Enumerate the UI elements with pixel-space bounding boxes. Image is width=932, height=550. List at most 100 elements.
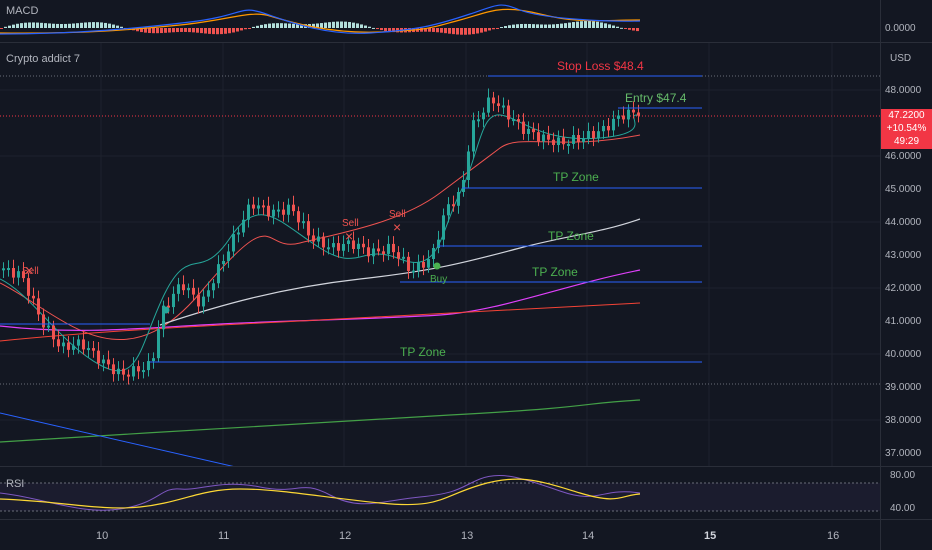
macd-bar bbox=[504, 26, 507, 28]
macd-bar bbox=[456, 28, 459, 35]
svg-text:×: × bbox=[25, 262, 33, 278]
candle bbox=[267, 205, 270, 217]
macd-bar bbox=[624, 28, 627, 29]
candle bbox=[632, 109, 635, 113]
macd-bar bbox=[28, 22, 31, 28]
macd-bar bbox=[516, 24, 519, 28]
candle bbox=[307, 221, 310, 236]
macd-bar bbox=[88, 22, 91, 28]
macd-bar bbox=[452, 28, 455, 35]
macd-bar bbox=[560, 23, 563, 28]
macd-bar bbox=[636, 28, 639, 32]
candle bbox=[417, 261, 420, 271]
candle bbox=[207, 290, 210, 297]
macd-bar bbox=[392, 28, 395, 33]
macd-bar bbox=[20, 23, 23, 28]
price-chart: × × × bbox=[0, 43, 880, 469]
macd-bar bbox=[120, 26, 123, 28]
macd-bar bbox=[152, 28, 155, 34]
macd-bar bbox=[540, 24, 543, 28]
macd-bar bbox=[508, 25, 511, 28]
candle bbox=[322, 236, 325, 248]
macd-axis-tick: 0.0000 bbox=[885, 23, 916, 34]
macd-bar bbox=[376, 28, 379, 30]
macd-bar bbox=[352, 22, 355, 28]
macd-bar bbox=[552, 24, 555, 28]
macd-bar bbox=[156, 28, 159, 34]
macd-bar bbox=[372, 27, 375, 29]
candle bbox=[547, 134, 550, 140]
pane-divider[interactable] bbox=[0, 466, 932, 467]
macd-bar bbox=[108, 23, 111, 28]
axis-tick: 45.0000 bbox=[885, 184, 922, 195]
macd-bar bbox=[600, 22, 603, 28]
current-price-badge: 47.2200 +10.54% 49:29 bbox=[881, 109, 932, 149]
axis-tick: 38.0000 bbox=[885, 415, 922, 426]
candle bbox=[232, 234, 235, 252]
macd-bar bbox=[612, 25, 615, 28]
macd-bar bbox=[84, 22, 87, 28]
candle bbox=[42, 314, 45, 328]
tp-zone-label-4: TP Zone bbox=[400, 345, 446, 359]
candle bbox=[512, 119, 515, 122]
macd-bar bbox=[328, 22, 331, 28]
macd-bar bbox=[256, 25, 259, 28]
macd-pane[interactable]: MACD bbox=[0, 0, 880, 42]
candle bbox=[7, 268, 10, 271]
pane-divider[interactable] bbox=[0, 42, 932, 43]
main-chart-pane[interactable]: × × × Crypto addict 7 Stop Loss $48.4 En… bbox=[0, 43, 880, 469]
time-label: 11 bbox=[218, 530, 230, 542]
candle bbox=[87, 348, 90, 351]
candle bbox=[222, 260, 225, 265]
candle bbox=[72, 345, 75, 350]
macd-bar bbox=[204, 28, 207, 34]
macd-bar bbox=[632, 28, 635, 31]
time-label: 15 bbox=[704, 530, 717, 542]
macd-bar bbox=[208, 28, 211, 34]
sell-signal-2: Sell bbox=[342, 218, 359, 229]
macd-bar bbox=[192, 28, 195, 33]
rsi-pane[interactable]: RSI bbox=[0, 467, 880, 519]
candle bbox=[367, 247, 370, 257]
candle bbox=[147, 361, 150, 371]
time-label: 14 bbox=[582, 530, 595, 542]
macd-bar bbox=[424, 28, 427, 32]
candle bbox=[607, 125, 610, 131]
candle bbox=[422, 261, 425, 268]
macd-bar bbox=[144, 28, 147, 33]
macd-bar bbox=[188, 28, 191, 33]
macd-bar bbox=[520, 23, 523, 28]
macd-bar bbox=[300, 24, 303, 28]
macd-bar bbox=[432, 28, 435, 32]
axis-tick: 42.0000 bbox=[885, 283, 922, 294]
axis-tick: 43.0000 bbox=[885, 250, 922, 261]
time-axis[interactable] bbox=[0, 520, 880, 550]
time-label: 12 bbox=[339, 530, 352, 542]
macd-bar bbox=[332, 21, 335, 28]
candle bbox=[407, 256, 410, 271]
macd-bar bbox=[496, 28, 499, 29]
macd-bar bbox=[380, 28, 383, 31]
candle bbox=[27, 278, 30, 296]
time-label: 10 bbox=[96, 530, 109, 542]
candle bbox=[387, 243, 390, 254]
candle bbox=[507, 105, 510, 120]
macd-bar bbox=[620, 27, 623, 29]
price-axis[interactable] bbox=[880, 0, 932, 550]
rsi-axis-tick: 80.00 bbox=[890, 470, 916, 481]
time-label: 16 bbox=[827, 530, 840, 542]
macd-bar bbox=[260, 24, 263, 28]
macd-bar bbox=[344, 21, 347, 28]
candle bbox=[162, 305, 165, 330]
candle bbox=[177, 284, 180, 294]
candle bbox=[272, 209, 275, 217]
macd-bar bbox=[316, 23, 319, 28]
candle bbox=[292, 204, 295, 212]
macd-bar bbox=[76, 23, 79, 28]
macd-bar bbox=[92, 22, 95, 28]
macd-bar bbox=[236, 28, 239, 32]
macd-bar bbox=[72, 23, 75, 28]
macd-bar bbox=[568, 22, 571, 28]
macd-bar bbox=[284, 23, 287, 28]
macd-bar bbox=[228, 28, 231, 34]
